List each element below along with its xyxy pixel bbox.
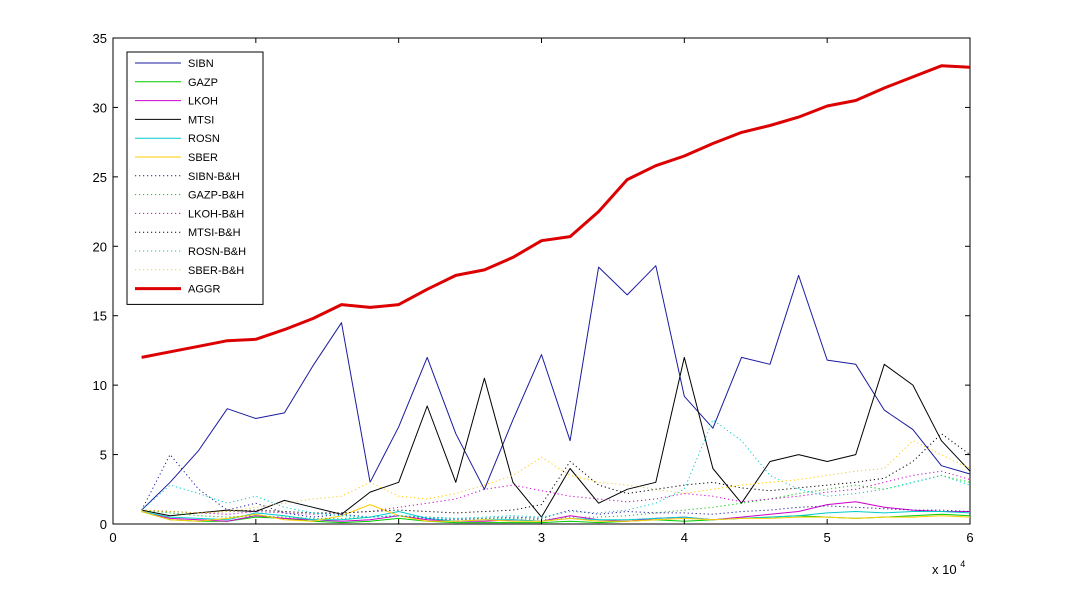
legend-label: LKOH bbox=[188, 96, 218, 108]
x-tick-label: 2 bbox=[395, 530, 402, 545]
y-tick-label: 30 bbox=[93, 100, 107, 115]
legend-label: GAZP bbox=[188, 77, 218, 89]
series-line-11 bbox=[141, 440, 971, 514]
y-tick-label: 20 bbox=[93, 239, 107, 254]
y-tick-label: 5 bbox=[100, 448, 107, 463]
series-line-7 bbox=[141, 474, 971, 521]
y-tick-label: 25 bbox=[93, 170, 107, 185]
x-multiplier-label: x 10 4 bbox=[932, 559, 965, 577]
y-tick-label: 35 bbox=[93, 31, 107, 46]
x-tick-label: 5 bbox=[824, 530, 831, 545]
series-line-8 bbox=[141, 470, 971, 515]
series-line-10 bbox=[141, 419, 971, 519]
legend-label: GAZP-B&H bbox=[188, 190, 244, 202]
x-multiplier-exponent: 4 bbox=[960, 559, 965, 569]
legend-label: ROSN bbox=[188, 133, 220, 145]
series-lines bbox=[141, 64, 971, 524]
series-line-5 bbox=[141, 504, 971, 522]
x-tick-label: 6 bbox=[966, 530, 973, 545]
legend-label: MTSI bbox=[188, 114, 214, 126]
legend-box bbox=[126, 51, 264, 305]
series-line-3 bbox=[141, 356, 971, 518]
legend-label: SBER bbox=[188, 152, 218, 164]
x-tick-label: 4 bbox=[681, 530, 688, 545]
legend-label: LKOH-B&H bbox=[188, 208, 244, 220]
legend-label: SBER-B&H bbox=[188, 265, 244, 277]
legend-label: SIBN-B&H bbox=[188, 171, 240, 183]
x-tick-label: 0 bbox=[109, 530, 116, 545]
series-line-12 bbox=[141, 64, 971, 359]
legend-label: AGGR bbox=[188, 284, 220, 296]
axes: 0 1 2 3 4 5 6 0 5 10 15 20 25 30 35 bbox=[93, 31, 974, 545]
y-tick-label: 0 bbox=[100, 517, 107, 532]
legend-label: MTSI-B&H bbox=[188, 227, 241, 239]
series-line-2 bbox=[141, 501, 970, 522]
x-tick-label: 3 bbox=[538, 530, 545, 545]
legend-label: SIBN bbox=[188, 58, 214, 70]
legend-label: ROSN-B&H bbox=[188, 246, 246, 258]
series-line-6 bbox=[141, 454, 971, 521]
y-tick-label: 10 bbox=[93, 378, 107, 393]
x-multiplier-prefix: x 10 bbox=[932, 562, 957, 577]
series-line-0 bbox=[141, 265, 971, 511]
legend: SIBN GAZP LKOH MTSI ROSN SBER SIBN-B&H GAZP-B&H… bbox=[126, 51, 264, 305]
x-tick-label: 1 bbox=[252, 530, 259, 545]
y-tick-label: 15 bbox=[93, 309, 107, 324]
